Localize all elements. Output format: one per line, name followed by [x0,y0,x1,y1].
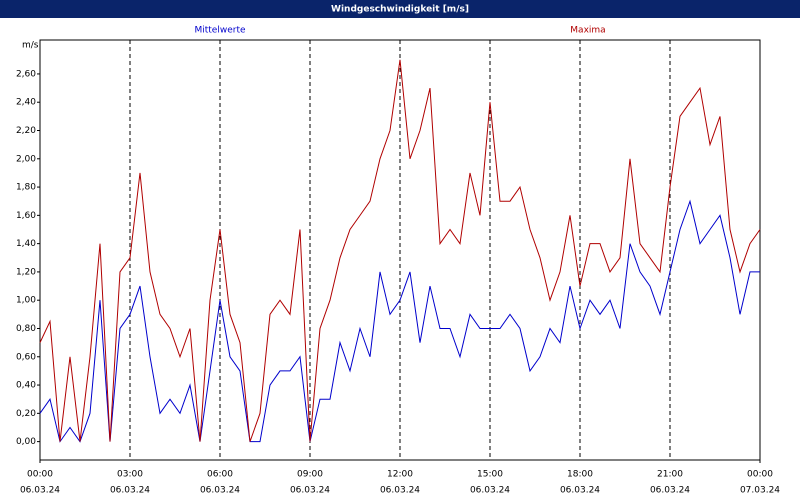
y-tick-label: 2,20 [16,126,36,136]
y-tick-label: 1,60 [16,211,36,221]
x-tick-label: 06.03.24 [200,486,240,496]
x-tick-label: 03:00 [117,470,143,480]
y-tick-label: 0,80 [16,324,36,334]
x-tick-label: 06.03.24 [110,486,150,496]
y-tick-label: 0,00 [16,437,36,447]
x-tick-label: 18:00 [567,470,593,480]
y-tick-label: 2,40 [16,98,36,108]
title-bar [0,0,800,18]
y-tick-label: 1,20 [16,267,36,277]
y-tick-label: 1,00 [16,296,36,306]
x-tick-label: 07.03.24 [740,486,780,496]
y-tick-label: 2,00 [16,154,36,164]
x-tick-label: 06:00 [207,470,233,480]
x-tick-label: 06.03.24 [470,486,510,496]
x-tick-label: 15:00 [477,470,503,480]
x-tick-label: 06.03.24 [380,486,420,496]
x-tick-label: 06.03.24 [650,486,690,496]
x-tick-label: 00:00 [747,470,773,480]
y-tick-label: 2,60 [16,69,36,79]
x-tick-label: 06.03.24 [290,486,330,496]
y-tick-label: 0,60 [16,352,36,362]
chart-title: Windgeschwindigkeit [m/s] [331,5,469,15]
series-line [39,199,760,443]
y-tick-label: 1,40 [16,239,36,249]
y-tick-label: 0,40 [16,381,36,391]
x-tick-label: 12:00 [387,470,413,480]
x-tick-label: 00:00 [27,470,53,480]
x-tick-label: 06.03.24 [560,486,600,496]
x-tick-label: 09:00 [297,470,323,480]
x-tick-label: 06.03.24 [20,486,60,496]
legend-label: Mittelwerte [194,26,245,36]
series-line [39,59,761,442]
x-tick-label: 21:00 [657,470,683,480]
y-unit: m/s [22,41,39,51]
y-tick-label: 1,80 [16,183,36,193]
legend-label: Maxima [570,26,605,36]
y-tick-label: 0,20 [16,409,36,419]
